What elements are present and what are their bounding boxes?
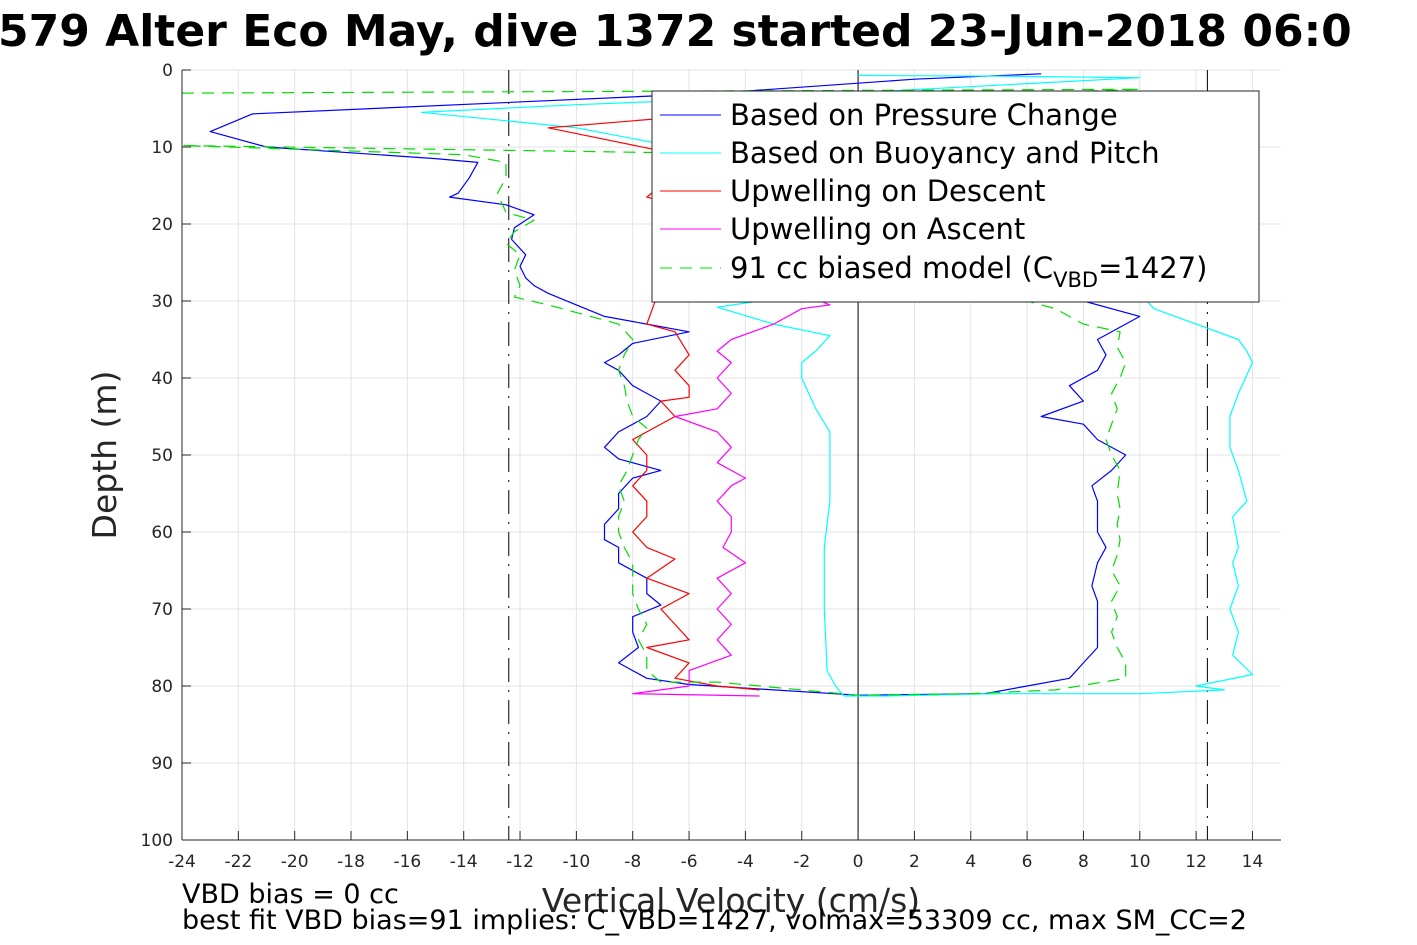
chart-title: 579 Alter Eco May, dive 1372 started 23-…	[0, 6, 1352, 57]
x-tick-label-10: -4	[737, 852, 754, 872]
legend-box	[651, 90, 1260, 303]
y-tick-label-3: 30	[151, 292, 173, 312]
series-line-3	[632, 292, 831, 697]
legend-label-ascent: Upwelling on Ascent	[730, 212, 1025, 246]
y-tick-label-1: 10	[151, 138, 173, 158]
x-tick-label-7: -10	[562, 852, 590, 872]
x-tick-label-8: -8	[624, 852, 641, 872]
y-tick-label-7: 70	[151, 600, 173, 620]
legend-label-descent: Upwelling on Descent	[730, 174, 1046, 208]
y-tick-label-2: 20	[151, 215, 173, 235]
y-tick-label-10: 100	[141, 831, 173, 851]
y-axis-label: Depth (m)	[85, 371, 124, 540]
legend: Based on Pressure Change Based on Buoyan…	[651, 90, 1260, 303]
x-tick-label-17: 10	[1129, 852, 1151, 872]
vbd-bias-note: VBD bias = 0 cc	[182, 879, 399, 910]
x-tick-label-11: -2	[793, 852, 810, 872]
x-tick-label-16: 8	[1078, 852, 1089, 872]
legend-label-buoyancy: Based on Buoyancy and Pitch	[730, 136, 1160, 170]
x-tick-label-4: -16	[393, 852, 421, 872]
y-tick-labels: 0 10 20 30 40 50 60 70 80 90 100	[141, 61, 173, 851]
y-tick-label-6: 60	[151, 523, 173, 543]
x-tick-label-2: -20	[281, 852, 309, 872]
best-fit-note: best fit VBD bias=91 implies: C_VBD=1427…	[182, 905, 1247, 936]
x-tick-label-19: 14	[1242, 852, 1264, 872]
x-tick-label-18: 12	[1185, 852, 1207, 872]
x-tick-label-5: -14	[450, 852, 478, 872]
x-tick-label-3: -18	[337, 852, 365, 872]
x-tick-label-1: -22	[224, 852, 252, 872]
x-tick-labels: -24 -22 -20 -18 -16 -14 -12 -10 -8 -6 -4 -2 0 2 4 6 8 10 1…	[168, 852, 1263, 872]
y-tick-label-9: 90	[151, 754, 173, 774]
x-tick-label-15: 6	[1022, 852, 1033, 872]
x-axis-label: Vertical Velocity (cm/s)	[542, 881, 920, 920]
x-tick-label-14: 4	[965, 852, 976, 872]
axes	[181, 69, 1281, 841]
x-tick-label-12: 0	[853, 852, 864, 872]
x-tick-label-0: -24	[168, 852, 196, 872]
x-tick-label-6: -12	[506, 852, 534, 872]
x-tick-label-9: -6	[681, 852, 698, 872]
y-tick-label-5: 50	[151, 446, 173, 466]
legend-label-pressure: Based on Pressure Change	[730, 98, 1118, 132]
legend-label-model: 91 cc biased model (CVBD=1427)	[730, 251, 1208, 292]
x-tick-label-13: 2	[909, 852, 920, 872]
series-line-4	[182, 88, 1141, 696]
y-tick-label-4: 40	[151, 369, 173, 389]
y-tick-label-0: 0	[162, 61, 173, 81]
y-tick-label-8: 80	[151, 677, 173, 697]
